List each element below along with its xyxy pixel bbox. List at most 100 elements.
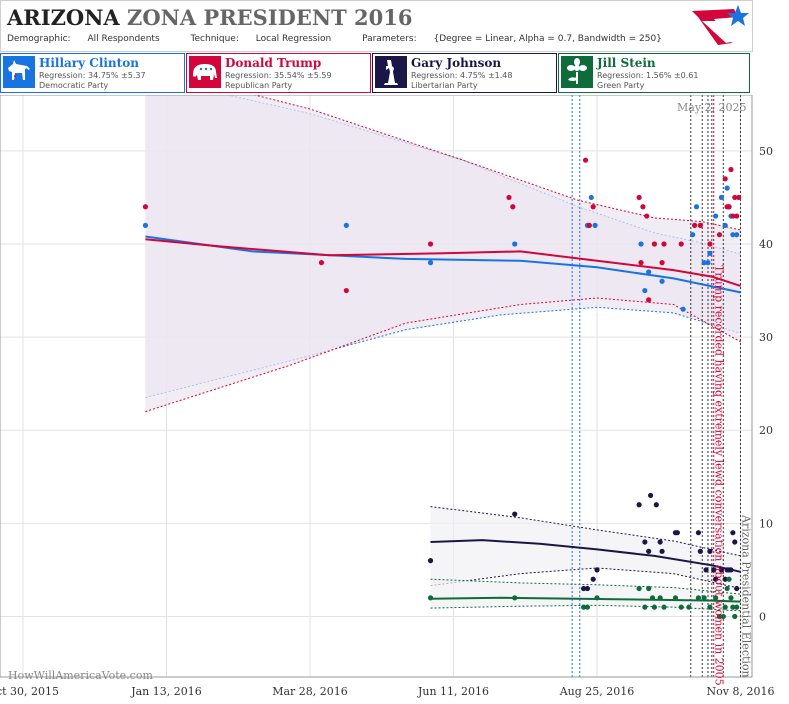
poll-point xyxy=(581,585,587,592)
poll-point xyxy=(640,204,646,210)
poll-point xyxy=(427,260,434,266)
poll-point xyxy=(343,222,349,228)
poll-point xyxy=(594,567,600,573)
poll-point xyxy=(726,576,732,582)
poll-point xyxy=(728,166,734,173)
demographic-info: Demographic: All Respondents xyxy=(7,34,174,44)
ci-band xyxy=(430,579,741,611)
elephant-icon xyxy=(189,56,221,88)
poll-point xyxy=(680,306,686,312)
poll-point xyxy=(713,576,719,582)
candidate-name: Donald Trump xyxy=(225,56,322,70)
poll-point xyxy=(653,502,659,508)
x-tick-label: Jun 11, 2016 xyxy=(417,685,489,698)
ci-upper-line xyxy=(430,506,741,557)
poll-point xyxy=(697,548,703,554)
title-sub: ZONA PRESIDENT 2016 xyxy=(127,5,413,30)
poll-point xyxy=(722,176,728,182)
poll-point xyxy=(672,595,679,601)
poll-point xyxy=(720,613,726,620)
poll-point xyxy=(730,213,736,219)
poll-point xyxy=(695,595,702,601)
trend-lines xyxy=(145,235,741,603)
y-tick-label: 50 xyxy=(759,145,773,158)
poll-point xyxy=(722,222,728,228)
poll-point xyxy=(581,604,587,610)
star-logo-icon xyxy=(692,5,749,45)
poll-point xyxy=(657,539,663,545)
chart-text: May 2, 2025 HowWillAmericaVote.com Trump… xyxy=(8,101,753,686)
y-tick-label: 0 xyxy=(759,610,766,623)
annotation-trump-tape: Trump recorded having extremely lewd con… xyxy=(713,265,726,686)
poll-point xyxy=(584,604,591,610)
poll-point xyxy=(722,576,728,582)
poll-point xyxy=(512,241,518,247)
poll-point xyxy=(590,204,596,210)
technique-value: Local Regression xyxy=(255,34,332,44)
poll-point xyxy=(644,213,650,219)
poll-point xyxy=(693,204,700,210)
poll-point xyxy=(726,204,732,210)
poll-point xyxy=(510,204,516,210)
poll-point xyxy=(730,232,736,238)
legend-hillary-clinton[interactable]: Hillary Clinton Regression: 34.75% ±5.37… xyxy=(0,53,185,93)
trend-line xyxy=(145,238,741,287)
poll-point xyxy=(691,222,698,228)
y-tick-label: 40 xyxy=(759,238,773,251)
candidate-party: Republican Party xyxy=(225,81,293,90)
demographic-label: Demographic: xyxy=(7,34,71,44)
poll-point xyxy=(512,595,518,601)
trend-line xyxy=(430,596,741,603)
poll-point xyxy=(638,241,644,247)
poll-point xyxy=(707,241,713,247)
legend-gary-johnson[interactable]: Gary Johnson Regression: 4.75% ±1.48 Lib… xyxy=(372,53,557,93)
y-tick-label: 20 xyxy=(759,424,773,437)
poll-point xyxy=(734,213,740,219)
poll-point xyxy=(718,194,724,201)
poll-point xyxy=(707,548,713,554)
candidate-regression: Regression: 35.54% ±5.59 xyxy=(225,71,332,80)
poll-point xyxy=(686,604,692,610)
poll-point xyxy=(705,260,711,266)
legend-donald-trump[interactable]: Donald Trump Regression: 35.54% ±5.59 Re… xyxy=(186,53,371,93)
poll-point xyxy=(701,595,707,601)
date-stamp: May 2, 2025 xyxy=(677,101,747,114)
poll-point xyxy=(732,194,738,201)
poll-point xyxy=(728,595,734,601)
poll-point xyxy=(642,287,648,294)
ci-upper-line xyxy=(430,578,741,595)
poll-point xyxy=(724,185,730,191)
poll-point xyxy=(427,241,434,247)
poll-point xyxy=(427,595,434,601)
candidate-regression: Regression: 4.75% ±1.48 xyxy=(411,71,513,80)
liberty-icon xyxy=(375,56,407,88)
poll-point xyxy=(506,194,512,201)
poll-point xyxy=(707,250,713,256)
poll-point xyxy=(713,213,719,219)
poll-point xyxy=(590,576,596,582)
axes: 0 10 20 30 40 50 Oct 30, 2015 Jan 13, 2016 Mar 2… xyxy=(0,95,774,698)
poll-point xyxy=(703,567,709,573)
candidate-name: Hillary Clinton xyxy=(39,56,139,70)
candidate-name: Jill Stein xyxy=(597,56,656,70)
parameters-info: Parameters: {Degree = Linear, Alpha = 0.… xyxy=(362,34,676,44)
ci-lower-line xyxy=(145,297,741,413)
poll-point xyxy=(582,157,589,163)
flower-icon xyxy=(561,56,593,88)
poll-point xyxy=(646,585,652,592)
poll-point xyxy=(718,567,724,573)
poll-point xyxy=(732,613,738,620)
poll-point xyxy=(724,585,730,592)
technique-label: Technique: xyxy=(190,34,239,44)
poll-point xyxy=(636,585,642,592)
poll-point xyxy=(701,260,707,266)
candidate-name: Gary Johnson xyxy=(411,56,502,70)
ci-lower-line xyxy=(430,604,741,612)
trend-line xyxy=(145,235,741,294)
legend-jill-stein[interactable]: Jill Stein Regression: 1.56% ±0.61 Green… xyxy=(558,53,750,93)
poll-point xyxy=(659,260,665,266)
poll-point xyxy=(659,278,665,284)
poll-point xyxy=(657,595,663,601)
candidate-regression: Regression: 34.75% ±5.37 xyxy=(39,71,146,80)
poll-point xyxy=(586,222,592,228)
